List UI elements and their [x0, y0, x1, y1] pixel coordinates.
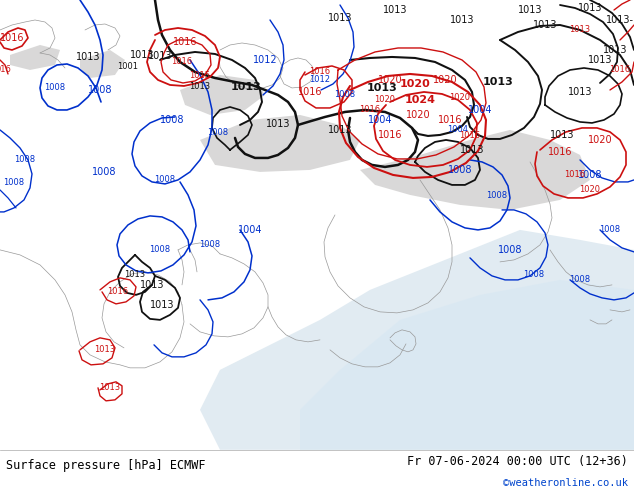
Text: 1013: 1013: [75, 52, 100, 62]
Text: 1020: 1020: [579, 185, 600, 195]
Text: 1004: 1004: [448, 125, 469, 134]
Text: 1008: 1008: [448, 165, 472, 175]
Text: 1016: 1016: [309, 68, 330, 76]
Text: 1013: 1013: [94, 345, 115, 354]
Text: 1013: 1013: [569, 25, 590, 34]
Text: 1008: 1008: [207, 128, 229, 138]
Text: 1008: 1008: [87, 85, 112, 95]
Text: 1013: 1013: [588, 55, 612, 65]
Polygon shape: [300, 280, 634, 450]
Text: 1013: 1013: [100, 383, 120, 392]
Text: 1013: 1013: [190, 82, 210, 92]
Polygon shape: [360, 130, 590, 210]
Text: 1016: 1016: [0, 33, 24, 43]
Text: 1008: 1008: [3, 178, 25, 188]
Text: 1013: 1013: [130, 50, 154, 60]
Text: 1004: 1004: [468, 105, 492, 115]
Text: ©weatheronline.co.uk: ©weatheronline.co.uk: [503, 478, 628, 488]
Text: 1008: 1008: [498, 245, 522, 255]
Text: 1008: 1008: [569, 275, 590, 284]
Text: 1016: 1016: [548, 147, 573, 157]
Text: 1013: 1013: [150, 300, 174, 310]
Text: 1016: 1016: [107, 287, 129, 296]
Text: 1013: 1013: [328, 13, 353, 23]
Text: 1020: 1020: [375, 96, 396, 104]
Text: 1016: 1016: [437, 115, 462, 125]
Text: 1001: 1001: [117, 62, 138, 72]
Text: Fr 07-06-2024 00:00 UTC (12+36): Fr 07-06-2024 00:00 UTC (12+36): [407, 455, 628, 468]
Text: 1020: 1020: [406, 110, 430, 120]
Text: 1013: 1013: [148, 51, 172, 61]
Text: 1020: 1020: [588, 135, 612, 145]
Text: 1013: 1013: [518, 5, 542, 15]
Text: 1016: 1016: [172, 37, 197, 47]
Text: 1013: 1013: [231, 82, 261, 92]
Text: 1008: 1008: [578, 170, 602, 180]
Text: 1016: 1016: [171, 57, 193, 67]
Text: 1013: 1013: [568, 87, 592, 97]
Text: 1004: 1004: [368, 115, 392, 125]
Text: 1016: 1016: [298, 87, 322, 97]
Polygon shape: [200, 115, 360, 172]
Text: 1008: 1008: [160, 115, 184, 125]
Text: 1008: 1008: [155, 175, 176, 184]
Text: 1013: 1013: [383, 5, 407, 15]
Text: 1013: 1013: [450, 15, 474, 25]
Polygon shape: [80, 50, 125, 78]
Text: 1012: 1012: [309, 75, 330, 84]
Text: 1013: 1013: [124, 270, 146, 279]
Text: 1013-: 1013-: [606, 15, 634, 25]
Text: 1016: 1016: [460, 131, 481, 141]
Text: 1013: 1013: [266, 119, 290, 129]
Text: 1008: 1008: [524, 270, 545, 279]
Text: Surface pressure [hPa] ECMWF: Surface pressure [hPa] ECMWF: [6, 459, 206, 471]
Text: 1013: 1013: [482, 77, 514, 87]
Text: 1020: 1020: [378, 75, 403, 85]
Text: 016: 016: [0, 66, 11, 74]
Text: 1016: 1016: [359, 105, 380, 115]
Text: 1008: 1008: [92, 167, 116, 177]
Text: 1008: 1008: [599, 225, 621, 234]
Polygon shape: [200, 230, 634, 450]
Polygon shape: [10, 45, 60, 70]
Text: 1013: 1013: [550, 130, 574, 140]
Text: 1008: 1008: [335, 91, 356, 99]
Text: 1008: 1008: [150, 245, 171, 254]
Text: 1012: 1012: [253, 55, 277, 65]
Text: 1008: 1008: [15, 155, 36, 165]
Text: 1020: 1020: [450, 94, 470, 102]
Text: 1013: 1013: [139, 280, 164, 290]
Text: 1020: 1020: [432, 75, 457, 85]
Text: 1024: 1024: [404, 95, 436, 105]
Text: 1020: 1020: [399, 79, 430, 89]
Text: 1013: 1013: [460, 145, 484, 155]
Text: 1016: 1016: [609, 66, 631, 74]
Text: 1008: 1008: [486, 192, 508, 200]
Text: 1008: 1008: [44, 83, 65, 93]
Text: 1016: 1016: [378, 130, 402, 140]
Text: 1013: 1013: [328, 125, 353, 135]
Text: 1016: 1016: [564, 171, 586, 179]
Text: 1013: 1013: [603, 45, 627, 55]
Text: 1004: 1004: [238, 225, 262, 235]
Text: 1013: 1013: [578, 3, 602, 13]
Text: 1013: 1013: [366, 83, 398, 93]
Text: 1015: 1015: [190, 72, 210, 80]
Polygon shape: [180, 75, 265, 115]
Text: 1008: 1008: [200, 241, 221, 249]
Text: 1013: 1013: [533, 20, 557, 30]
